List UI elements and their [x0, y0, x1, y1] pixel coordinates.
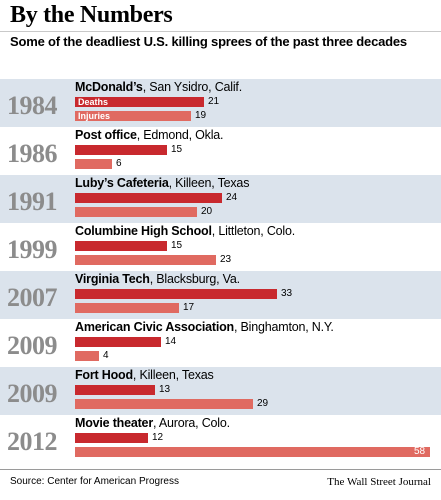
deaths-bar — [75, 289, 277, 299]
injuries-bar — [75, 255, 216, 265]
deaths-bar — [75, 433, 148, 443]
deaths-value: 14 — [165, 336, 177, 347]
publisher-credit: The Wall Street Journal — [327, 476, 431, 488]
event-place: Luby’s Cafeteria — [75, 176, 169, 190]
injuries-value: 23 — [220, 254, 232, 265]
injuries-bar — [75, 207, 197, 217]
injuries-value: 20 — [201, 206, 213, 217]
source-note: Source: Center for American Progress — [10, 476, 179, 487]
event-place: McDonald’s — [75, 80, 143, 94]
injuries-bar — [75, 351, 99, 361]
event-year: 1991 — [7, 187, 58, 216]
event-row: 1986 Post office, Edmond, Okla. 15 6 — [0, 127, 441, 175]
event-row: 2007 Virginia Tech, Blacksburg, Va. 33 17 — [0, 271, 441, 319]
deaths-bar — [75, 145, 167, 155]
event-row: 1991 Luby’s Cafeteria, Killeen, Texas 24 20 — [0, 175, 441, 223]
event-label: Post office, Edmond, Okla. — [75, 128, 224, 142]
title-divider — [0, 31, 441, 32]
deaths-value: 15 — [171, 240, 183, 251]
event-label: Luby’s Cafeteria, Killeen, Texas — [75, 176, 249, 190]
chart-title: By the Numbers — [10, 2, 173, 28]
event-year: 2009 — [7, 379, 58, 408]
deaths-bar — [75, 241, 167, 251]
event-label: American Civic Association, Binghamton, … — [75, 320, 334, 334]
event-row: 2012 Movie theater, Aurora, Colo. 12 58 — [0, 415, 441, 463]
event-year: 2012 — [7, 427, 58, 456]
injuries-bar: Injuries — [75, 111, 191, 121]
injuries-value: 17 — [183, 302, 195, 313]
event-place: American Civic Association — [75, 320, 234, 334]
event-place: Virginia Tech — [75, 272, 150, 286]
deaths-value: 24 — [226, 192, 238, 203]
footer-divider — [0, 469, 441, 470]
deaths-bar — [75, 193, 222, 203]
event-label: Fort Hood, Killeen, Texas — [75, 368, 214, 382]
event-label: McDonald’s, San Ysidro, Calif. — [75, 80, 242, 94]
event-location: , Binghamton, N.Y. — [233, 320, 334, 334]
deaths-bar: Deaths — [75, 97, 204, 107]
deaths-value: 15 — [171, 144, 183, 155]
injuries-bar — [75, 159, 112, 169]
event-location: , Edmond, Okla. — [136, 128, 224, 142]
injuries-bar — [75, 303, 179, 313]
event-place: Columbine High School — [75, 224, 212, 238]
event-label: Columbine High School, Littleton, Colo. — [75, 224, 295, 238]
event-year: 1999 — [7, 235, 58, 264]
deaths-value: 21 — [208, 96, 220, 107]
event-year: 1986 — [7, 139, 58, 168]
event-year: 1984 — [7, 91, 58, 120]
deaths-bar — [75, 385, 155, 395]
event-row: 1984 McDonald’s, San Ysidro, Calif. Deaths… — [0, 79, 441, 127]
injuries-bar — [75, 447, 430, 457]
injuries-value: 58 — [414, 446, 426, 457]
deaths-value: 33 — [281, 288, 293, 299]
event-year: 2007 — [7, 283, 58, 312]
injuries-bar — [75, 399, 253, 409]
event-place: Post office — [75, 128, 137, 142]
event-location: , Killeen, Texas — [132, 368, 214, 382]
event-year: 2009 — [7, 331, 58, 360]
injuries-value: 29 — [257, 398, 269, 409]
deaths-value: 12 — [152, 432, 164, 443]
deaths-value: 13 — [159, 384, 171, 395]
event-location: , San Ysidro, Calif. — [142, 80, 242, 94]
event-location: , Littleton, Colo. — [211, 224, 296, 238]
event-place: Movie theater — [75, 416, 153, 430]
injuries-value: 6 — [116, 158, 122, 169]
event-location: , Killeen, Texas — [168, 176, 250, 190]
injuries-value: 19 — [195, 110, 207, 121]
event-row: 2009 Fort Hood, Killeen, Texas 13 29 — [0, 367, 441, 415]
deaths-legend-label: Deaths — [78, 97, 109, 107]
chart-subtitle: Some of the deadliest U.S. killing spree… — [10, 34, 407, 49]
event-row: 1999 Columbine High School, Littleton, Co… — [0, 223, 441, 271]
event-row: 2009 American Civic Association, Binghamt… — [0, 319, 441, 367]
injuries-legend-label: Injuries — [78, 111, 111, 121]
injuries-value: 4 — [103, 350, 109, 361]
event-location: , Blacksburg, Va. — [149, 272, 240, 286]
event-label: Movie theater, Aurora, Colo. — [75, 416, 230, 430]
event-place: Fort Hood — [75, 368, 133, 382]
event-label: Virginia Tech, Blacksburg, Va. — [75, 272, 240, 286]
event-location: , Aurora, Colo. — [152, 416, 230, 430]
deaths-bar — [75, 337, 161, 347]
